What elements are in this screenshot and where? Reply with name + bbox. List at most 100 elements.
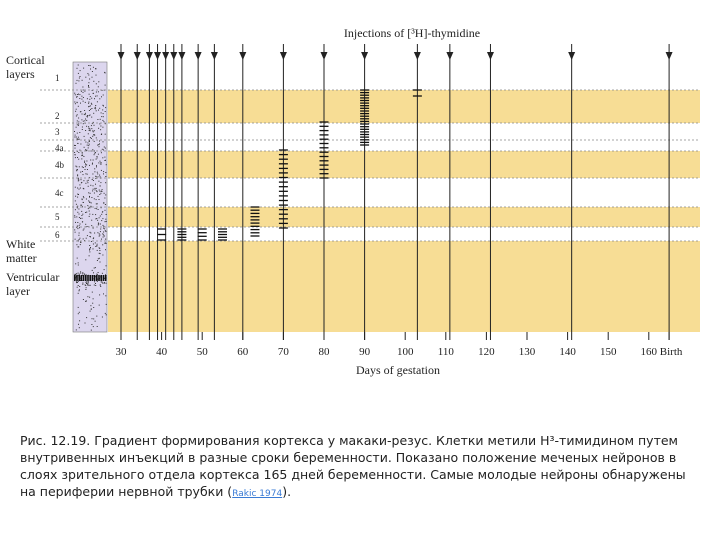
- strip-dot: [85, 237, 87, 239]
- strip-dot: [75, 221, 76, 223]
- strip-dot: [77, 136, 79, 138]
- strip-dot: [78, 77, 80, 79]
- strip-dot: [86, 300, 87, 302]
- strip-dot: [78, 138, 80, 140]
- strip-dot: [83, 135, 85, 137]
- strip-dot: [74, 238, 76, 240]
- strip-dot: [90, 305, 92, 307]
- strip-dot: [87, 280, 89, 282]
- strip-dot: [79, 227, 80, 229]
- strip-dot: [100, 190, 102, 192]
- strip-dot: [95, 214, 97, 216]
- strip-dot: [105, 265, 107, 267]
- strip-dot: [94, 168, 96, 170]
- strip-dot: [74, 186, 76, 188]
- strip-dot: [95, 74, 97, 76]
- strip-dot: [85, 141, 87, 143]
- strip-dot: [82, 213, 84, 215]
- citation-link[interactable]: Rakic 1974: [232, 489, 283, 499]
- strip-dot: [74, 200, 76, 202]
- strip-dot: [86, 150, 88, 152]
- strip-dot: [86, 211, 88, 213]
- x-tick-label: 30: [116, 346, 128, 358]
- strip-dot: [105, 282, 107, 284]
- strip-dot: [101, 116, 103, 118]
- strip-dot: [98, 304, 100, 306]
- strip-dot: [96, 95, 98, 97]
- strip-dot: [95, 218, 97, 220]
- strip-dot: [78, 289, 80, 291]
- strip-dot: [84, 101, 86, 103]
- strip-dot: [90, 329, 92, 331]
- strip-dot: [77, 292, 79, 294]
- x-tick-label: 110: [438, 346, 455, 358]
- strip-dot: [102, 282, 104, 284]
- strip-dot: [79, 244, 81, 246]
- strip-dot: [89, 207, 91, 209]
- strip-dot: [103, 235, 105, 237]
- strip-dot: [100, 162, 102, 163]
- strip-dot: [76, 207, 78, 209]
- strip-dot: [91, 197, 93, 198]
- strip-dot: [77, 306, 79, 308]
- strip-dot: [91, 163, 93, 165]
- strip-dot: [91, 318, 93, 320]
- strip-dot: [85, 182, 87, 184]
- strip-dot: [99, 284, 101, 286]
- strip-dot: [99, 294, 101, 296]
- ventricular-dot: [89, 275, 91, 281]
- strip-dot: [82, 273, 84, 275]
- strip-dot: [82, 202, 84, 203]
- strip-dot: [77, 64, 79, 66]
- strip-dot: [95, 203, 97, 205]
- layer-boundaries: [40, 89, 700, 242]
- strip-dot: [105, 214, 107, 215]
- strip-dot: [94, 232, 96, 234]
- strip-dot: [86, 160, 88, 162]
- strip-dot: [78, 152, 80, 153]
- strip-dot: [79, 70, 81, 72]
- strip-dot: [89, 96, 91, 98]
- ventricular-dot: [91, 275, 94, 281]
- strip-dot: [98, 109, 99, 111]
- strip-dot: [85, 112, 86, 114]
- strip-dot: [78, 188, 80, 190]
- strip-dot: [105, 249, 106, 251]
- strip-dot: [91, 90, 93, 91]
- strip-dot: [74, 103, 76, 105]
- strip-dot: [77, 138, 79, 140]
- strip-dot: [92, 162, 93, 164]
- strip-dot: [85, 198, 87, 200]
- strip-dot: [98, 144, 100, 146]
- strip-dot: [77, 193, 79, 195]
- labeled-neurons: [157, 89, 422, 241]
- strip-dot: [95, 137, 97, 139]
- strip-dot: [81, 98, 83, 100]
- strip-dot: [78, 166, 80, 168]
- strip-dot: [105, 164, 107, 166]
- strip-dot: [96, 166, 97, 168]
- strip-dot: [98, 233, 100, 235]
- x-tick-label: 140: [559, 346, 576, 358]
- strip-dot: [99, 250, 101, 251]
- strip-dot: [101, 96, 102, 98]
- strip-dot: [94, 187, 96, 189]
- strip-dot: [98, 247, 100, 249]
- strip-dot: [77, 178, 79, 180]
- strip-dot: [77, 272, 79, 274]
- strip-dot: [95, 283, 96, 284]
- strip-dot: [85, 284, 87, 286]
- strip-dot: [85, 289, 87, 290]
- strip-dot: [98, 162, 100, 164]
- strip-dot: [103, 227, 104, 229]
- strip-dot: [87, 284, 89, 286]
- strip-dot: [103, 149, 104, 151]
- strip-dot: [91, 76, 93, 78]
- strip-dot: [100, 207, 102, 209]
- strip-dot: [86, 98, 88, 100]
- strip-dot: [94, 281, 96, 283]
- strip-dot: [98, 189, 100, 191]
- strip-dot: [98, 257, 100, 259]
- strip-dot: [78, 208, 80, 210]
- strip-dot: [90, 68, 91, 70]
